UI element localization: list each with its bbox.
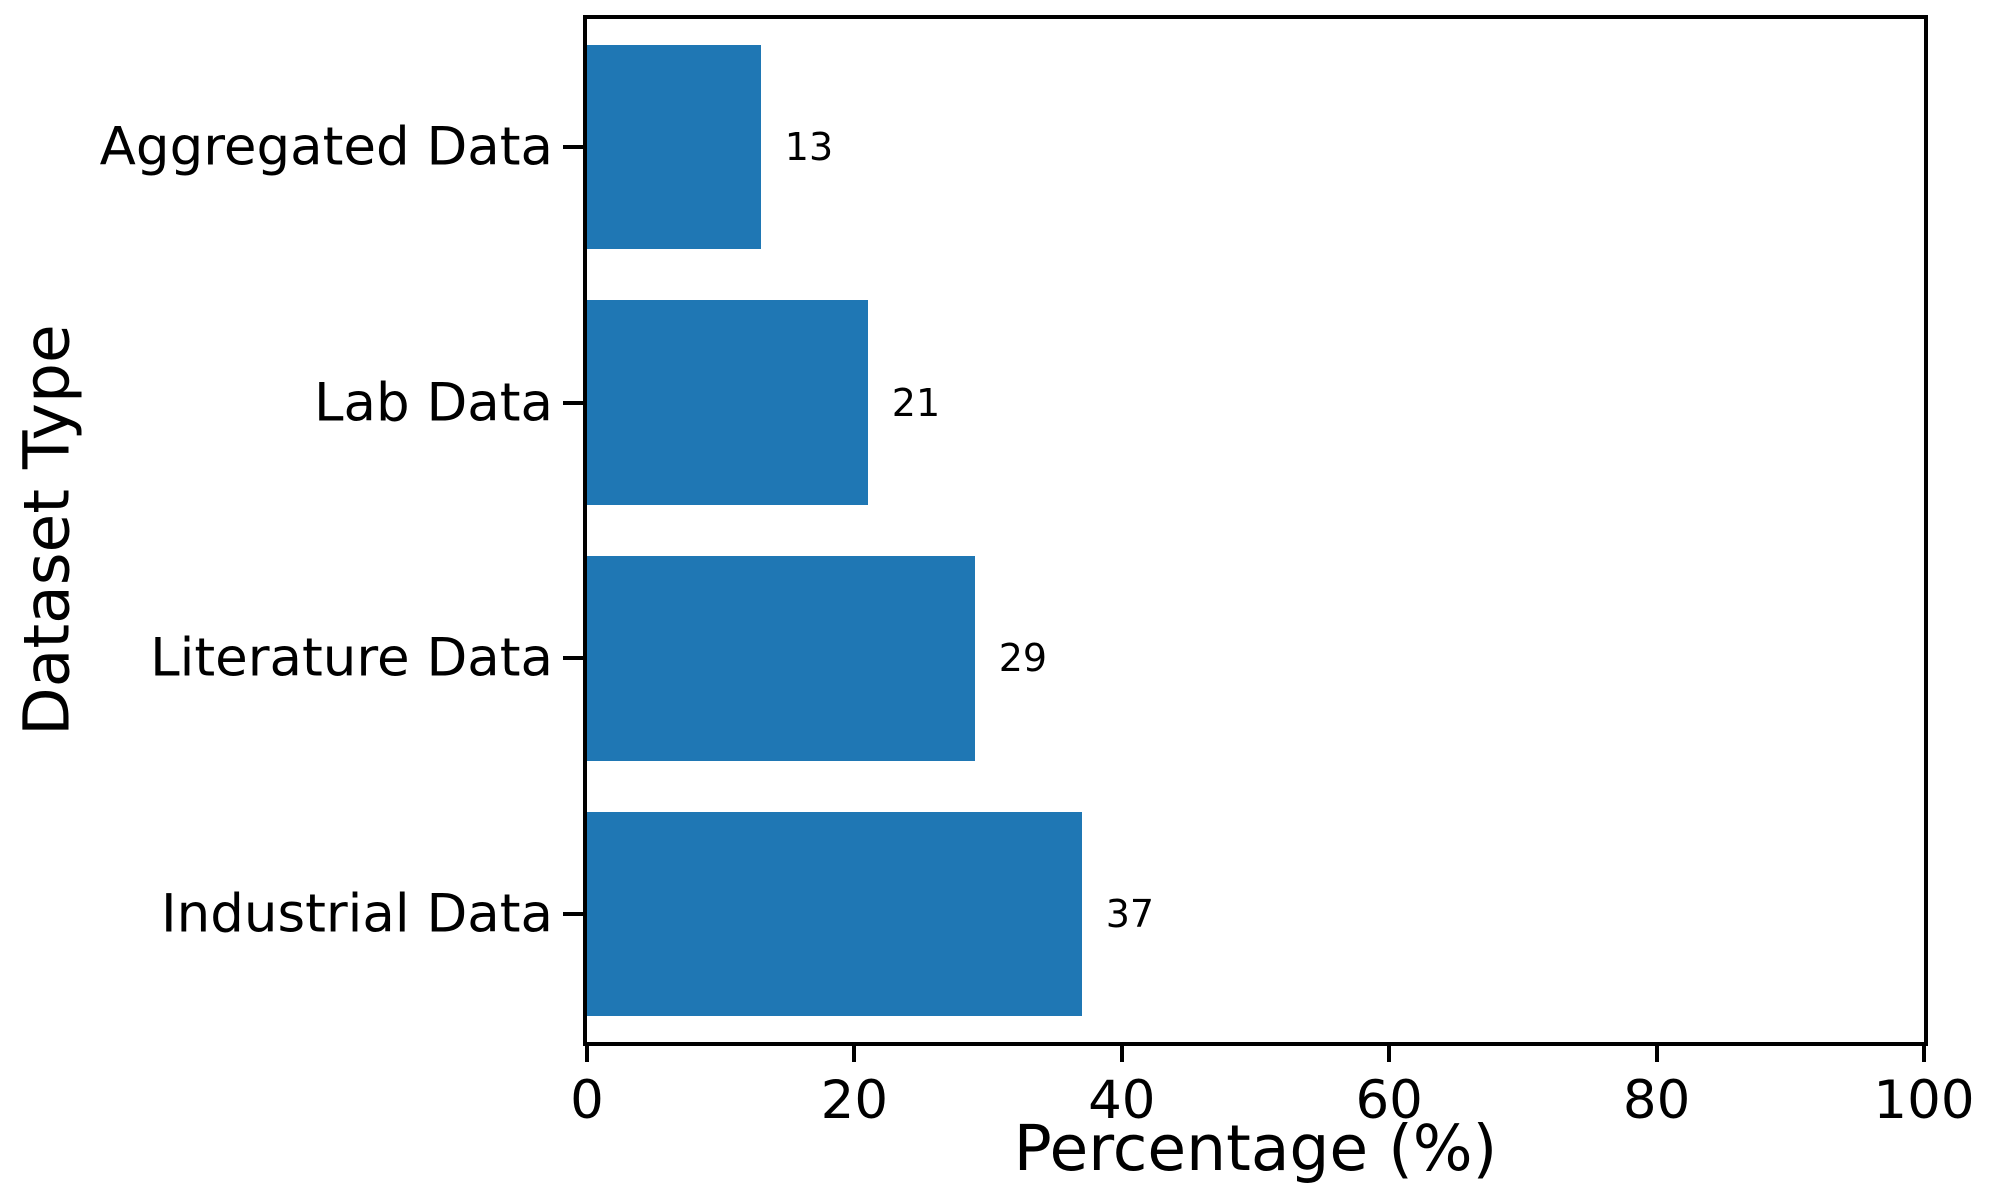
y-tick-mark xyxy=(563,656,583,661)
y-tick-label-aggregated-data: Aggregated Data xyxy=(99,116,553,178)
y-tick-mark xyxy=(563,144,583,149)
x-tick-mark xyxy=(852,1042,857,1062)
bar-industrial-data xyxy=(587,811,1082,1017)
plot-area: 13 Aggregated Data 21 Lab Data 29 Literature … xyxy=(100,15,1975,1131)
y-tick-label-literature-data: Literature Data xyxy=(150,627,553,689)
y-tick-label-lab-data: Lab Data xyxy=(313,372,553,434)
y-axis-title: Dataset Type xyxy=(10,324,84,736)
x-tick-label-40: 40 xyxy=(1088,1070,1156,1131)
bar-value-label-industrial-data: 37 xyxy=(1105,892,1155,937)
y-tick-label-industrial-data: Industrial Data xyxy=(161,883,553,945)
bar-value-label-aggregated-data: 13 xyxy=(784,124,834,169)
x-tick-mark xyxy=(1387,1042,1392,1062)
bar-literature-data xyxy=(587,556,975,761)
x-tick-label-60: 60 xyxy=(1355,1070,1423,1131)
x-tick-mark xyxy=(1119,1042,1124,1062)
x-tick-label-20: 20 xyxy=(820,1070,889,1131)
y-tick-mark xyxy=(563,912,583,917)
x-tick-label-100: 100 xyxy=(1873,1070,1975,1131)
x-tick-label-80: 80 xyxy=(1622,1070,1691,1131)
bar-lab-data xyxy=(587,300,868,505)
x-tick-mark xyxy=(585,1042,589,1062)
bar-value-label-literature-data: 29 xyxy=(998,636,1048,681)
x-tick-label-0: 0 xyxy=(570,1070,604,1131)
bar-value-label-lab-data: 21 xyxy=(891,380,941,425)
y-tick-mark xyxy=(563,400,583,405)
x-axis-title: Percentage (%) xyxy=(1013,1112,1498,1185)
x-tick-mark xyxy=(1654,1042,1659,1062)
bar-aggregated-data xyxy=(587,44,761,250)
x-tick-mark xyxy=(1922,1042,1926,1062)
